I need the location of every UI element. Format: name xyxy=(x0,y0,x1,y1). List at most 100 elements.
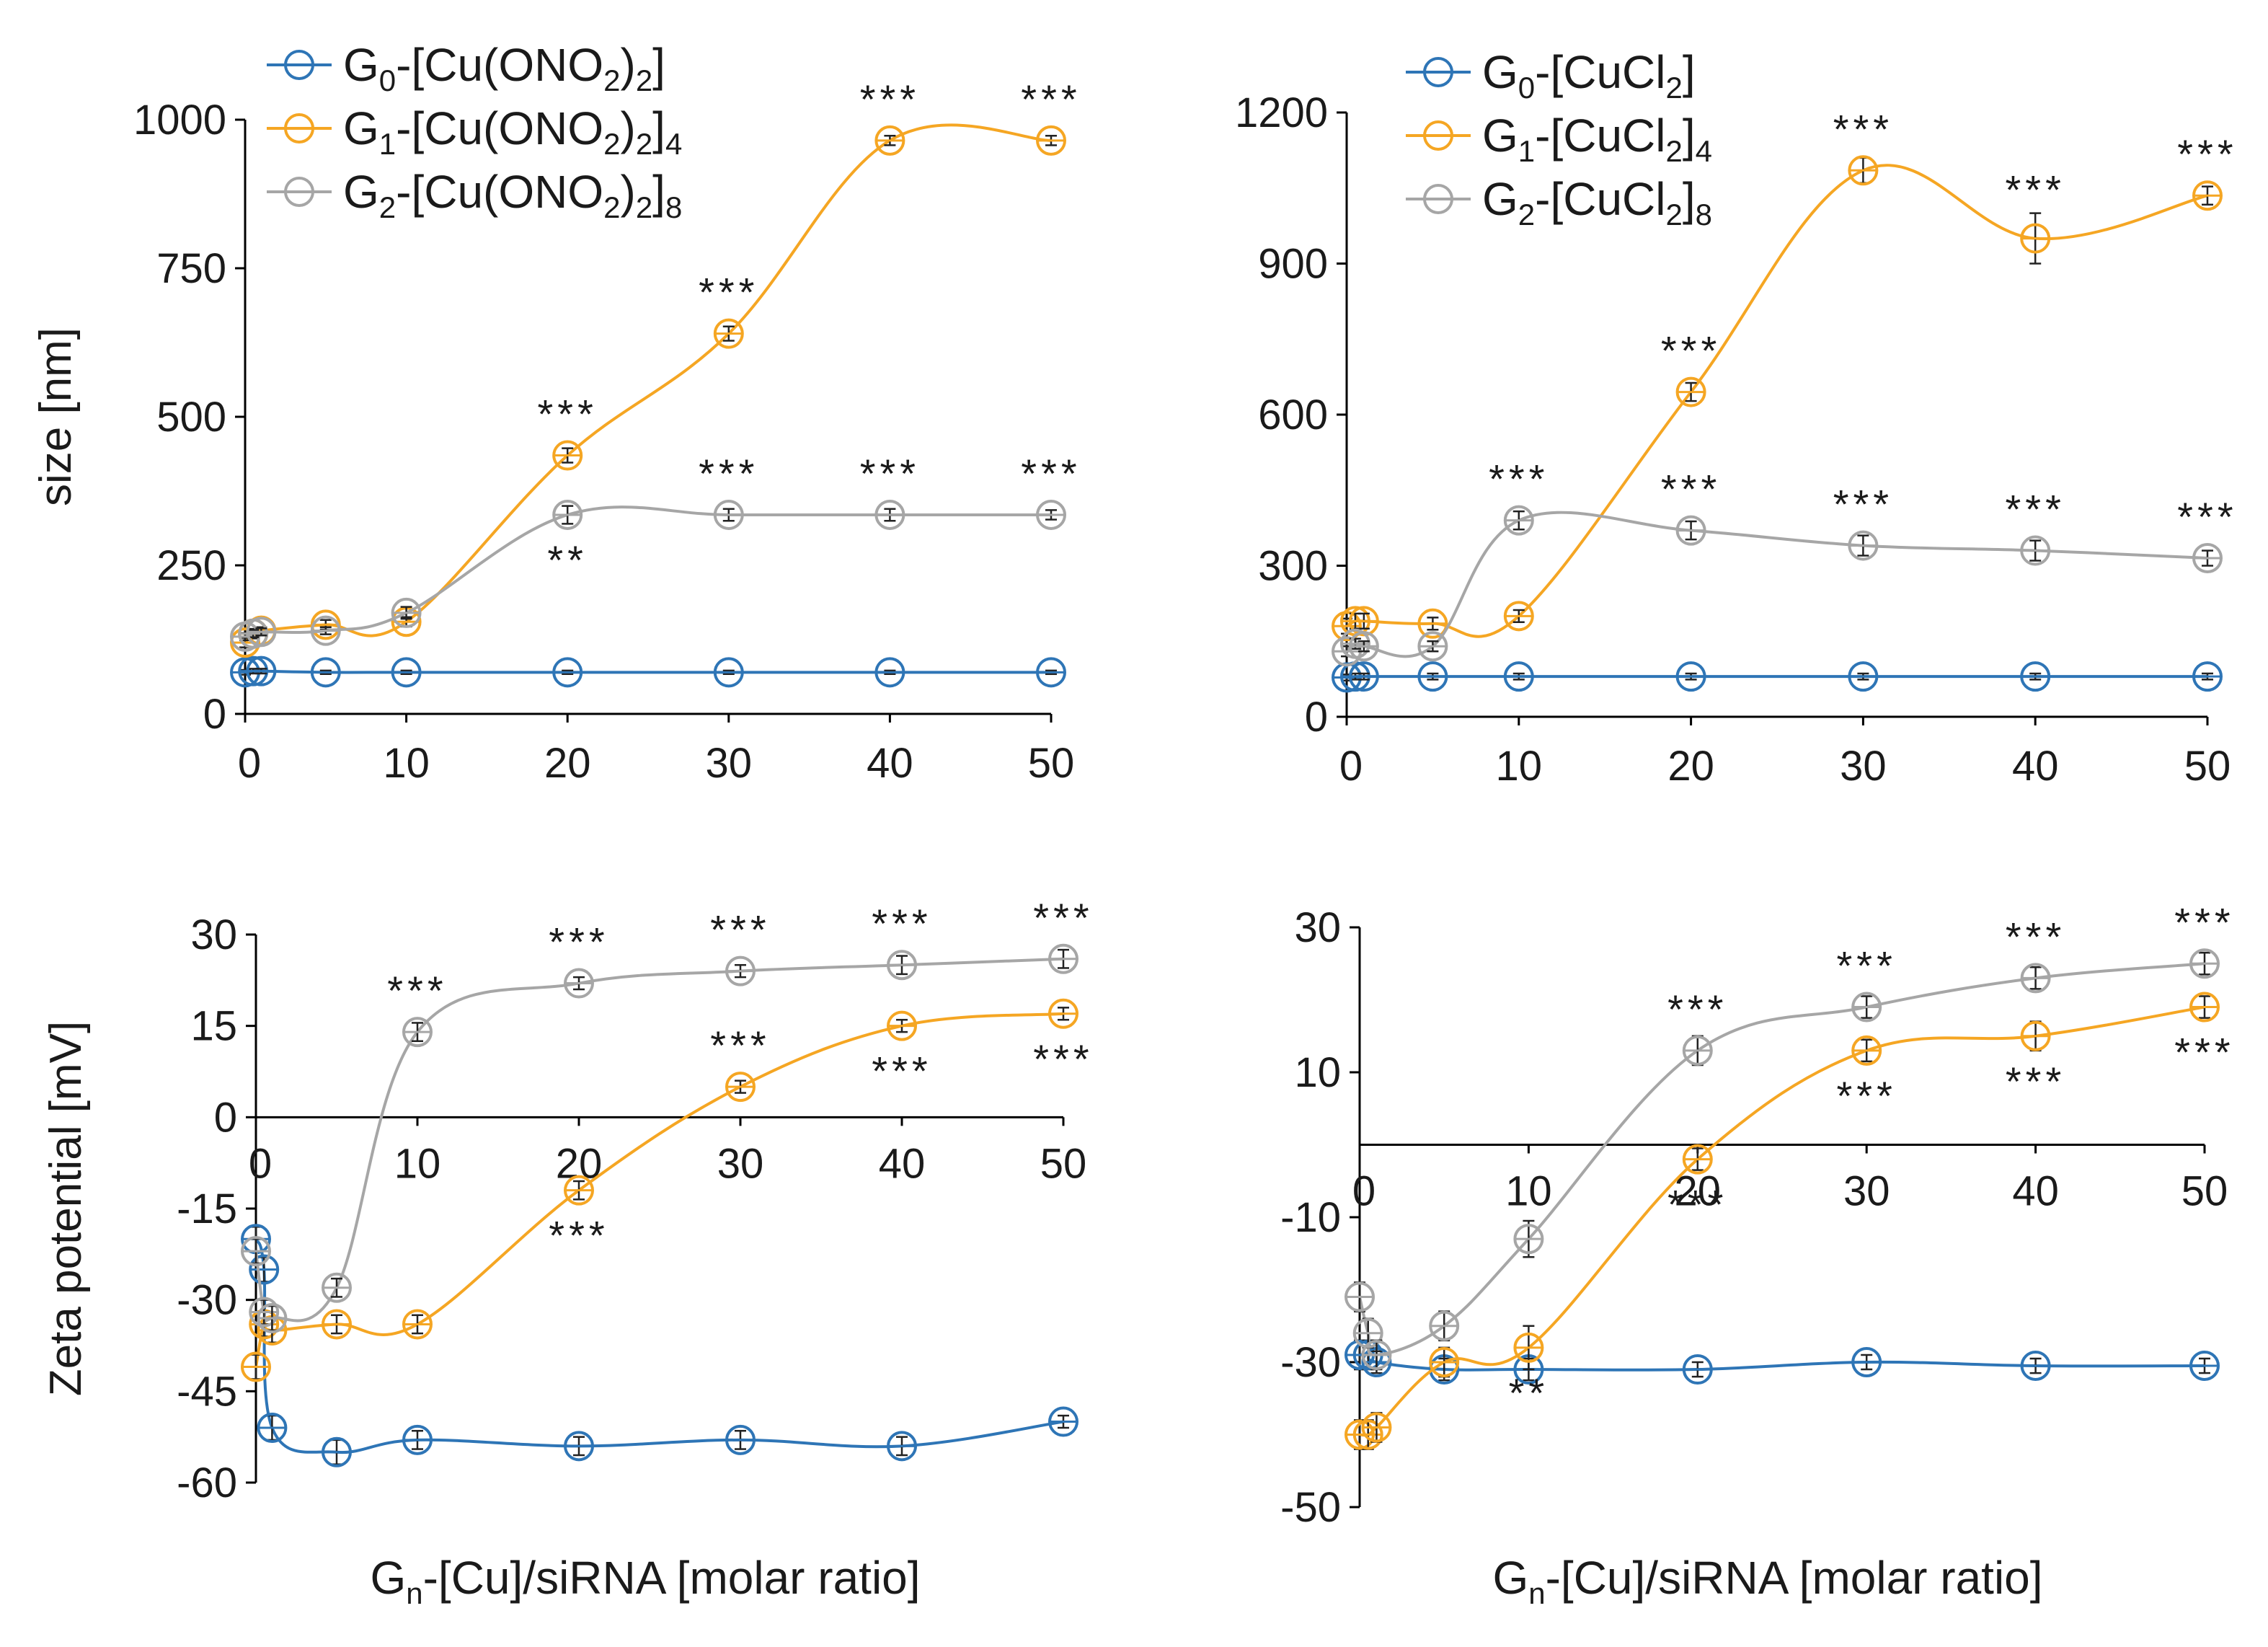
legend-label-part: 1 xyxy=(1518,134,1535,168)
legend-label-part: -[Cu(ONO xyxy=(396,39,603,91)
legend-label-part: ] xyxy=(652,102,665,154)
x-label-part: -[Cu]/siRNA [molar ratio] xyxy=(423,1552,921,1604)
y-tick-label: 1200 xyxy=(1235,89,1328,136)
y-tick-label: 300 xyxy=(1258,543,1328,590)
series-G1 xyxy=(1345,992,2220,1450)
y-tick-label: 500 xyxy=(156,394,226,441)
significance-label: *** xyxy=(1833,106,1893,151)
legend-label-part: ] xyxy=(1683,173,1696,225)
significance-label: *** xyxy=(2006,914,2065,959)
series-G2 xyxy=(1345,948,2220,1371)
x-label-part: G xyxy=(1492,1552,1528,1604)
series-line xyxy=(244,669,1051,674)
legend-label-part: ] xyxy=(652,166,665,218)
series-G1 xyxy=(1332,155,2223,642)
legend-label-part: 2 xyxy=(603,190,620,224)
legend-label-part: ] xyxy=(1683,110,1696,162)
x-tick-label: 30 xyxy=(717,1140,764,1187)
legend-label-part: 2 xyxy=(1665,71,1682,105)
x-label-part: -[Cu]/siRNA [molar ratio] xyxy=(1546,1552,2043,1604)
significance-label: *** xyxy=(1489,456,1549,502)
significance-label: ** xyxy=(547,537,588,583)
series-G0 xyxy=(1332,661,2223,693)
legend-label-part: 2 xyxy=(379,190,396,224)
legend-label-part: 4 xyxy=(1696,134,1712,168)
series-line xyxy=(1345,511,2208,658)
x-tick-label: 50 xyxy=(1028,740,1075,787)
x-tick-label: 30 xyxy=(1843,1168,1890,1215)
significance-label: ** xyxy=(1509,1370,1549,1416)
significance-label: *** xyxy=(538,392,598,437)
y-tick-label: -30 xyxy=(177,1277,237,1324)
significance-label: *** xyxy=(860,451,920,496)
legend-label: G1-[CuCl2]4 xyxy=(1482,110,1712,168)
y-tick-label: -50 xyxy=(1280,1484,1341,1531)
series-G1 xyxy=(241,998,1078,1382)
legend-label-part: G xyxy=(1482,46,1518,98)
x-tick-label: 40 xyxy=(2012,743,2059,790)
x-tick-label: 0 xyxy=(1352,1168,1376,1215)
y-tick-label: 900 xyxy=(1258,241,1328,288)
x-tick-label: 40 xyxy=(2012,1168,2059,1215)
significance-label: *** xyxy=(1837,1073,1897,1118)
series-G0 xyxy=(230,655,1066,688)
legend-label: G1-[Cu(ONO2)2]4 xyxy=(343,102,682,161)
significance-label: *** xyxy=(549,919,608,965)
significance-label: *** xyxy=(710,907,770,953)
x-tick-label: 0 xyxy=(238,740,261,787)
y-tick-label: -60 xyxy=(177,1460,237,1506)
legend-swatch-marker xyxy=(1423,57,1453,87)
significance-label: *** xyxy=(2006,167,2065,213)
x-tick-label: 20 xyxy=(1667,743,1714,790)
y-tick-label: 250 xyxy=(156,542,226,589)
legend-label-part: G xyxy=(343,102,379,154)
significance-label: *** xyxy=(2174,1030,2234,1075)
x-tick-label: 50 xyxy=(1040,1140,1087,1187)
significance-label: *** xyxy=(1833,482,1893,527)
significance-label: *** xyxy=(1021,76,1081,122)
series-G2 xyxy=(230,499,1066,652)
y-tick-label: 600 xyxy=(1258,392,1328,438)
legend-label-part: G xyxy=(343,39,379,91)
significance-label: *** xyxy=(699,270,758,315)
y-tick-label: 1000 xyxy=(133,97,226,143)
x-tick-label: 50 xyxy=(2184,743,2231,790)
x-axis-label: Gn-[Cu]/siRNA [molar ratio] xyxy=(370,1552,920,1610)
legend-label-part: 2 xyxy=(1518,198,1535,231)
legend-label-part: 2 xyxy=(603,127,620,161)
legend-label-part: 2 xyxy=(636,190,652,224)
significance-label: *** xyxy=(872,1048,931,1094)
y-tick-label: 0 xyxy=(214,1094,237,1141)
x-tick-label: 10 xyxy=(1496,743,1543,790)
legend-label-part: 2 xyxy=(636,63,652,97)
significance-label: *** xyxy=(1667,1182,1727,1227)
significance-label: *** xyxy=(2177,494,2237,539)
y-tick-label: 30 xyxy=(1294,904,1341,951)
y-tick-label: 0 xyxy=(203,691,226,738)
series-line xyxy=(1358,962,2205,1356)
legend-label-part: -[Cu(ONO xyxy=(396,102,603,154)
significance-label: *** xyxy=(387,968,447,1013)
y-tick-label: 30 xyxy=(190,911,237,958)
y-tick-label: -10 xyxy=(1280,1194,1341,1241)
legend-swatch-marker xyxy=(1423,120,1453,151)
x-tick-label: 0 xyxy=(249,1140,272,1187)
x-tick-label: 40 xyxy=(879,1140,926,1187)
y-tick-label: 15 xyxy=(190,1003,237,1050)
series-G2 xyxy=(1332,505,2223,667)
series-line xyxy=(254,957,1064,1323)
x-axis-label: Gn-[Cu]/siRNA [molar ratio] xyxy=(1492,1552,2042,1610)
legend-label-part: G xyxy=(1482,110,1518,162)
significance-label: *** xyxy=(549,1213,608,1258)
legend-label-part: G xyxy=(343,166,379,218)
x-tick-label: 0 xyxy=(1339,743,1363,790)
legend-swatch-marker xyxy=(284,50,314,80)
y-tick-label: 750 xyxy=(156,245,226,292)
legend-label-part: 1 xyxy=(379,127,396,161)
x-tick-label: 10 xyxy=(1505,1168,1552,1215)
y-tick-label: -15 xyxy=(177,1185,237,1232)
significance-label: *** xyxy=(1837,943,1897,989)
series-line xyxy=(254,1238,1064,1454)
x-tick-label: 30 xyxy=(706,740,753,787)
legend-label: G0-[CuCl2] xyxy=(1482,46,1696,105)
